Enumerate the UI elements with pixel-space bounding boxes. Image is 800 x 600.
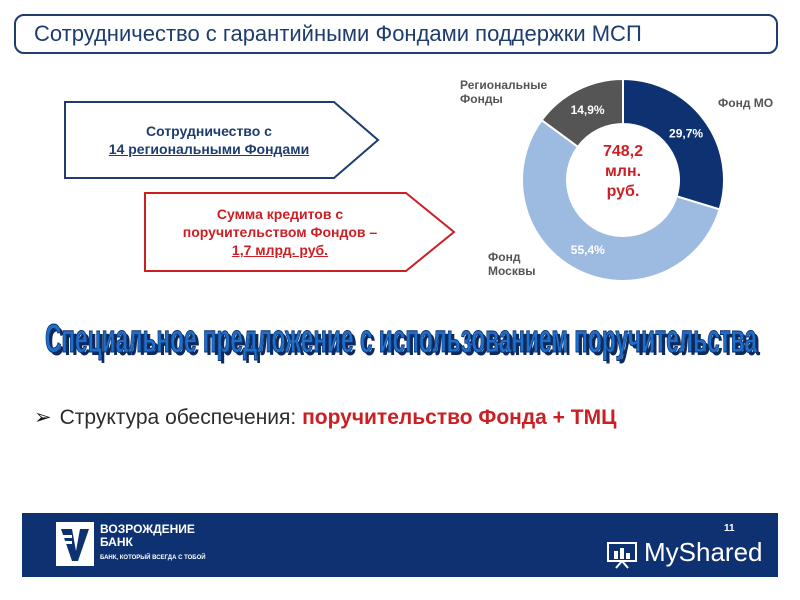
collateral-highlight: поручительство Фонда + ТМЦ (302, 406, 617, 429)
collateral-lead: Структура обеспечения: (59, 406, 297, 429)
legend-moscow-line1: Фонд (488, 250, 521, 264)
legend-regional-line2: Фонды (460, 92, 503, 106)
heading-text: Специальное предложение с использованием… (45, 317, 757, 361)
footer-bar: ВОЗРОЖДЕНИЕ БАНК БАНК, КОТОРЫЙ ВСЕГДА С … (22, 513, 778, 577)
legend-moscow-line2: Москвы (488, 264, 536, 278)
donut-label-fond-mo: 29,7% (669, 126, 703, 140)
bank-name-line2: БАНК (100, 535, 133, 549)
legend-fond-mo: Фонд МО (718, 96, 774, 110)
arrow-shape-blue (64, 101, 380, 179)
donut-label-regional-funds: 14,9% (571, 103, 605, 117)
watermark-text: MyShared (644, 537, 763, 567)
arrow1-line2: 14 региональными Фондами (108, 141, 310, 157)
center-value: 748,2 (602, 143, 644, 160)
donut-center-total: 748,2 млн. руб. (578, 142, 668, 202)
donut-hole (568, 125, 678, 235)
special-offer-heading: Специальное предложение с использованием… (45, 317, 761, 365)
loan-sum-arrow-callout: Сумма кредитов с поручительством Фондов … (144, 192, 456, 272)
fund-share-donut-chart: 29,7% 55,4% 14,9% Региональные Фонды Фонд … (450, 66, 790, 296)
presentation-icon (607, 542, 637, 569)
watermark: MyShared (606, 537, 763, 569)
cooperation-arrow-callout: Сотрудничество с 14 региональными Фондам… (64, 101, 380, 179)
slide-title: Сотрудничество с гарантийными Фондами по… (14, 14, 778, 54)
donut-label-fond-moscow: 55,4% (571, 243, 605, 257)
legend-fond-moscow: Фонд Москвы (488, 250, 535, 278)
arrow1-text: Сотрудничество с 14 региональными Фондам… (64, 101, 354, 179)
bank-logo-icon (56, 522, 94, 566)
legend-regional-line1: Региональные (460, 78, 548, 92)
arrow2-line3: 1,7 млрд. руб. (231, 242, 329, 258)
arrow2-line2: поручительством Фондов – (182, 224, 378, 240)
arrow1-line1: Сотрудничество с (146, 123, 272, 139)
slide-title-text: Сотрудничество с гарантийными Фондами по… (34, 21, 642, 46)
heading-shadow: Специальное предложение с использованием… (48, 320, 760, 364)
donut-slice-regional-funds (540, 77, 624, 149)
donut-slice-fond-mo (622, 77, 725, 211)
bank-name-line1: ВОЗРОЖДЕНИЕ (100, 522, 195, 536)
bank-slogan: БАНК, КОТОРЫЙ ВСЕГДА С ТОБОЙ (100, 555, 206, 561)
bank-logo: ВОЗРОЖДЕНИЕ БАНК БАНК, КОТОРЫЙ ВСЕГДА С … (56, 521, 246, 569)
arrow-shape-red (144, 192, 456, 272)
donut-slice-fond-moscow (521, 118, 721, 282)
collateral-structure-line: ➢ Структура обеспечения: поручительство Ф… (34, 405, 616, 430)
center-unit-1: млн. (604, 163, 642, 180)
arrow2-text: Сумма кредитов с поручительством Фондов … (144, 192, 416, 272)
bank-name: ВОЗРОЖДЕНИЕ БАНК (100, 523, 195, 549)
legend-regional-funds: Региональные Фонды (460, 78, 547, 106)
arrow2-line1: Сумма кредитов с (216, 206, 344, 222)
page-number: 11 (724, 523, 735, 534)
arrow-bullet-icon: ➢ (34, 406, 52, 429)
center-unit-2: руб. (606, 183, 640, 200)
donut-svg: 29,7% 55,4% 14,9% (521, 77, 725, 282)
